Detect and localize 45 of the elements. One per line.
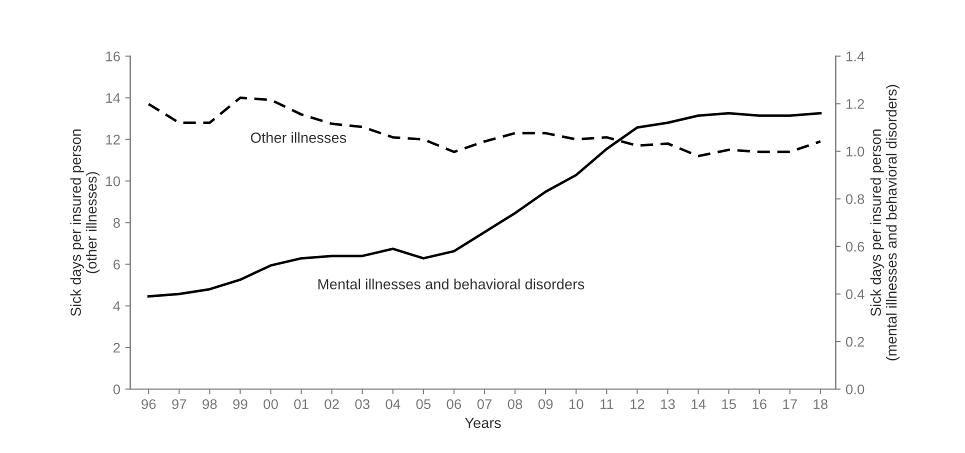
y-tick-label: 12 xyxy=(106,134,120,144)
x-tick-label: 02 xyxy=(324,399,339,410)
x-axis-title: Years xyxy=(464,418,501,428)
y2-tick-label: 1.4 xyxy=(846,52,864,62)
x-tick-label: 16 xyxy=(752,399,766,410)
x-tick-label: 07 xyxy=(477,399,492,410)
x-tick-label: 10 xyxy=(569,399,584,410)
y2-tick-label: 0.4 xyxy=(846,289,864,300)
y-tick-label: 0 xyxy=(113,384,120,394)
y-tick-label: 8 xyxy=(113,218,120,228)
x-tick-label: 00 xyxy=(264,399,278,410)
y2-tick-label: 0.6 xyxy=(846,242,864,252)
x-tick-label: 04 xyxy=(386,399,400,410)
y-axis-title: Sick days per insured person (other illnesses) xyxy=(70,130,100,316)
x-tick-label: 15 xyxy=(722,399,736,410)
y-tick-label: 2 xyxy=(114,342,120,353)
series-label: Other illnesses xyxy=(250,132,346,143)
y2-tick-label: 1.0 xyxy=(846,146,864,156)
x-tick-label: 03 xyxy=(355,399,370,410)
x-tick-label: 08 xyxy=(508,399,522,410)
y2-tick-label: 0.2 xyxy=(846,336,864,347)
y2-axis-title: Sick days per insured person (mental illnesses and behavioral disorders) xyxy=(870,84,900,360)
x-tick-label: 06 xyxy=(446,399,462,410)
y-tick-label: 4 xyxy=(113,301,120,311)
x-tick-label: 18 xyxy=(814,399,828,410)
y-tick-label: 10 xyxy=(106,176,120,186)
x-tick-label: 99 xyxy=(233,399,248,410)
y2-tick-label: 1.2 xyxy=(846,99,864,109)
y-tick-label: 16 xyxy=(106,52,120,62)
x-tick-label: 97 xyxy=(172,399,186,410)
x-tick-label: 05 xyxy=(416,399,431,410)
y-tick-label: 6 xyxy=(114,260,120,270)
series-label: Mental illnesses and behavioral disorders xyxy=(318,278,584,290)
x-tick-label: 11 xyxy=(600,399,614,409)
x-tick-label: 09 xyxy=(538,399,553,410)
x-tick-label: 14 xyxy=(692,399,706,409)
y2-tick-label: 0.0 xyxy=(846,384,864,394)
x-tick-label: 12 xyxy=(630,399,644,409)
x-tick-label: 96 xyxy=(142,399,156,410)
x-tick-label: 13 xyxy=(661,399,675,410)
y-tick-label: 14 xyxy=(106,93,120,103)
x-tick-label: 98 xyxy=(202,399,217,410)
x-tick-label: 17 xyxy=(783,399,797,409)
y2-tick-label: 0.8 xyxy=(846,194,864,204)
x-tick-label: 01 xyxy=(294,399,308,410)
